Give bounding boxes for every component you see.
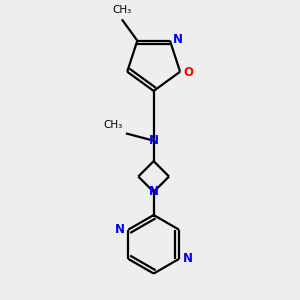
- Text: CH₃: CH₃: [112, 5, 131, 15]
- Text: O: O: [183, 66, 193, 79]
- Text: N: N: [173, 33, 183, 46]
- Text: N: N: [149, 185, 159, 198]
- Text: N: N: [115, 223, 125, 236]
- Text: N: N: [183, 252, 193, 266]
- Text: N: N: [149, 134, 159, 147]
- Text: CH₃: CH₃: [104, 120, 123, 130]
